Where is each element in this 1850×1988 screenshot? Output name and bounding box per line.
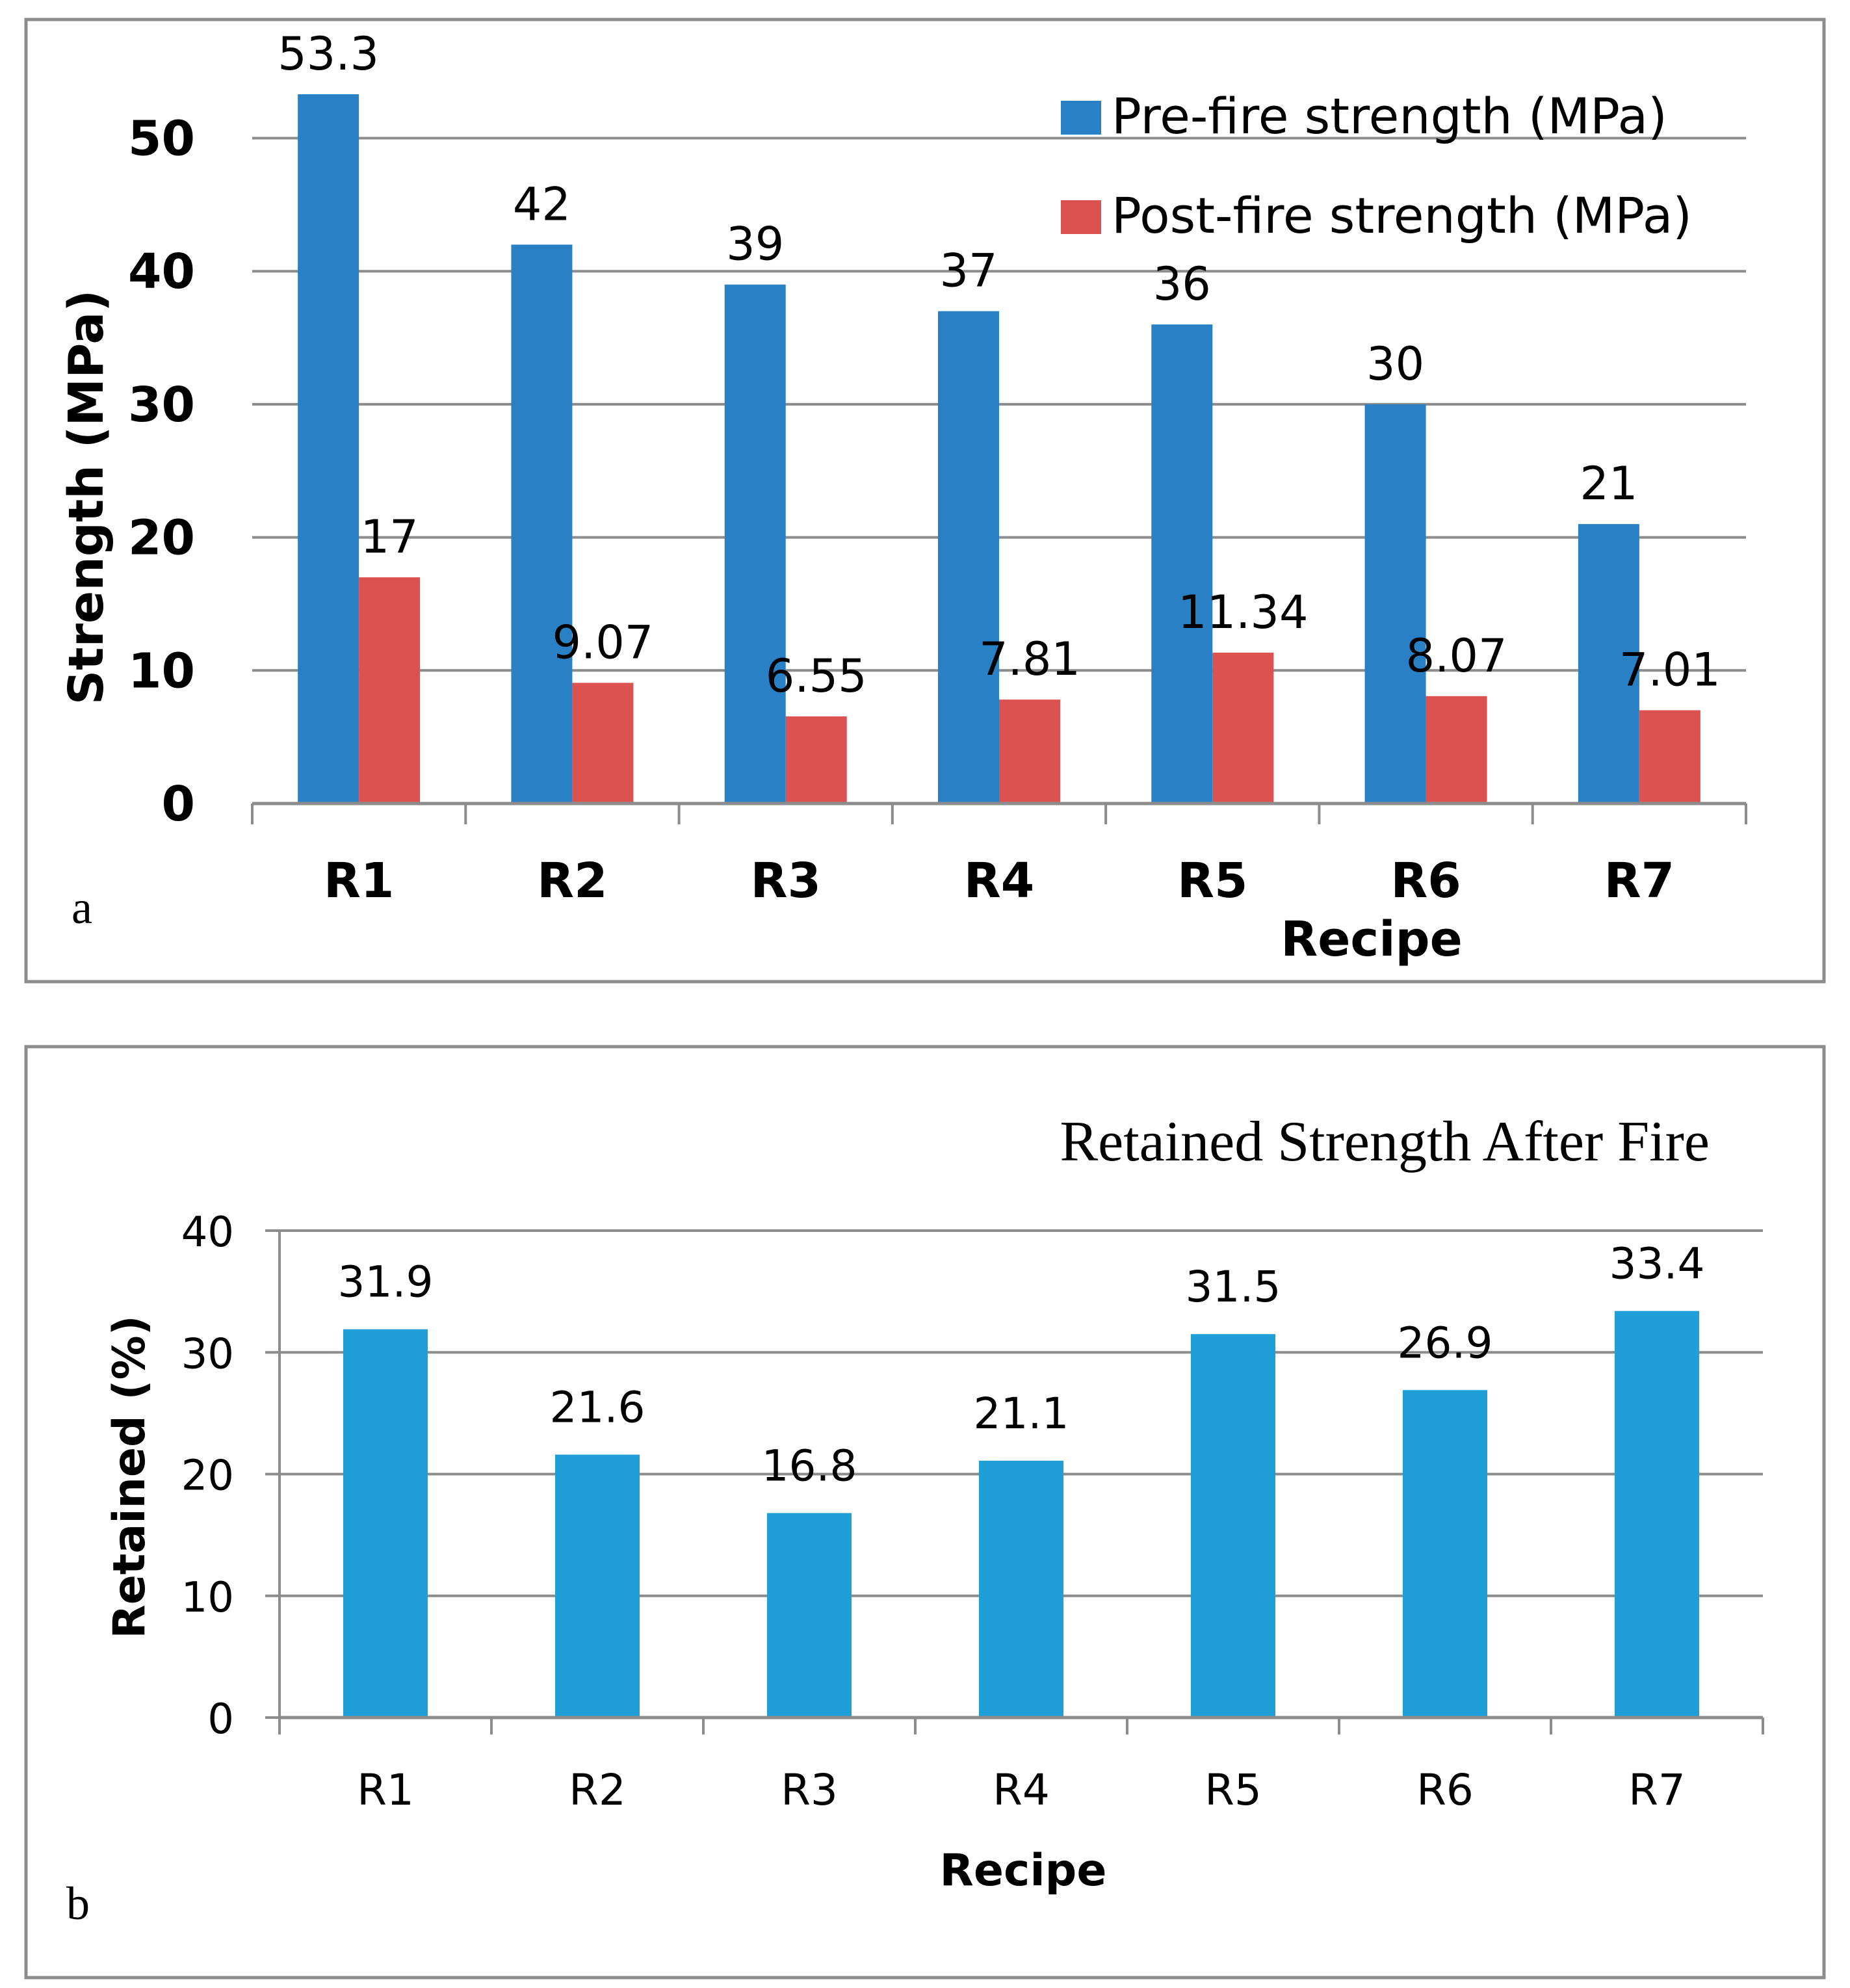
bar-retained	[1615, 1311, 1699, 1718]
x-tick-label: R5	[1205, 1765, 1262, 1815]
y-tick-label: 30	[181, 1330, 234, 1378]
y-tick-label: 40	[181, 1209, 234, 1257]
x-tick-label: R2	[537, 853, 607, 909]
bar-retained	[555, 1454, 640, 1718]
bar-pre-fire	[1364, 404, 1426, 804]
panel-b-axes	[278, 1231, 1764, 1734]
data-label: 17	[361, 510, 419, 564]
data-label: 33.4	[1609, 1239, 1705, 1289]
data-label: 21	[1580, 457, 1637, 510]
bar-post-fire	[1639, 710, 1700, 804]
panel-b-retained-chart: Retained Strength After Fire 0 10 20 30 40 R1…	[24, 1045, 1826, 1980]
panel-b-title: Retained Strength After Fire	[1060, 1110, 1710, 1173]
data-label: 6.55	[766, 649, 867, 703]
data-label: 21.6	[550, 1383, 645, 1433]
bar-post-fire	[1212, 652, 1274, 804]
data-label: 21.1	[974, 1389, 1069, 1439]
panel-a-label: a	[72, 882, 92, 934]
panel-a-strength-chart: 0 10 20 30 40 50 R1 R2 R3 R4 R5 R6 R7 53.3 17 42 9.07 39…	[24, 18, 1826, 984]
bar-post-fire	[572, 683, 634, 804]
legend-swatch-pre-fire	[1061, 101, 1101, 135]
data-label: 53.3	[278, 27, 379, 81]
x-tick-label: R7	[1604, 853, 1674, 909]
data-label: 7.81	[979, 633, 1080, 686]
y-tick-label: 10	[181, 1574, 234, 1622]
y-tick-label: 50	[128, 111, 195, 167]
data-label: 39	[726, 218, 784, 271]
data-label: 16.8	[762, 1441, 857, 1491]
bar-pre-fire	[1151, 324, 1213, 804]
y-tick-label: 20	[181, 1452, 234, 1500]
panel-b-y-axis-title: Retained (%)	[104, 1315, 155, 1638]
x-tick-label: R2	[569, 1765, 626, 1815]
legend-swatch-post-fire	[1061, 200, 1101, 234]
panel-a-y-axis-title: Strength (MPa)	[59, 290, 114, 705]
data-label: 42	[513, 177, 571, 231]
bar-post-fire	[359, 577, 421, 804]
panel-a-bars	[298, 94, 1700, 804]
data-label: 37	[939, 244, 997, 298]
bar-retained	[767, 1513, 852, 1718]
data-label: 8.07	[1406, 629, 1507, 683]
legend-label-post-fire: Post-fire strength (MPa)	[1112, 187, 1692, 244]
x-tick-label: R7	[1628, 1765, 1686, 1815]
panel-b-frame	[24, 1045, 1826, 1980]
data-label: 26.9	[1398, 1318, 1493, 1368]
x-tick-label: R5	[1177, 853, 1247, 909]
y-tick-label: 0	[207, 1695, 234, 1744]
x-tick-label: R1	[357, 1765, 414, 1815]
bar-post-fire	[999, 700, 1060, 804]
panel-b-bars	[343, 1311, 1699, 1718]
bar-pre-fire	[1578, 524, 1639, 804]
panel-b-label: b	[66, 1877, 90, 1929]
data-label: 31.5	[1186, 1262, 1281, 1312]
x-tick-label: R1	[324, 853, 394, 909]
y-tick-label: 20	[128, 510, 195, 566]
bar-retained	[1191, 1334, 1275, 1718]
data-label: 31.9	[338, 1257, 434, 1307]
bar-pre-fire	[938, 311, 999, 804]
x-tick-label: R4	[964, 853, 1034, 909]
data-label: 11.34	[1178, 586, 1308, 639]
x-tick-label: R3	[750, 853, 820, 909]
data-label: 9.07	[552, 616, 653, 669]
panel-b-tick-labels: 0 10 20 30 40 R1 R2 R3 R4 R5 R6 R7	[181, 1209, 1686, 1815]
y-tick-label: 40	[128, 244, 195, 300]
x-tick-label: R4	[993, 1765, 1050, 1815]
bar-pre-fire	[511, 244, 573, 804]
bar-post-fire	[1426, 696, 1487, 804]
panel-b-x-axis-title: Recipe	[940, 1845, 1107, 1896]
bar-post-fire	[785, 716, 847, 804]
panel-a-legend: Pre-fire strength (MPa) Post-fire streng…	[1061, 87, 1692, 244]
panel-a-tick-labels: 0 10 20 30 40 50 R1 R2 R3 R4 R5 R6 R7	[128, 111, 1674, 909]
panel-a-axes	[251, 802, 1747, 824]
y-tick-label: 30	[128, 377, 195, 433]
panel-a-data-labels: 53.3 17 42 9.07 39 6.55 37 7.81 36 11.34 30 8.07 21 7…	[278, 27, 1721, 703]
data-label: 30	[1366, 337, 1424, 391]
y-tick-label: 0	[162, 776, 196, 832]
bar-retained	[979, 1460, 1063, 1718]
panel-b-data-labels: 31.9 21.6 16.8 21.1 31.5 26.9 33.4	[338, 1239, 1705, 1491]
bar-pre-fire	[298, 94, 359, 804]
data-label: 36	[1153, 257, 1211, 311]
x-tick-label: R3	[781, 1765, 838, 1815]
y-tick-label: 10	[128, 643, 195, 699]
x-tick-label: R6	[1416, 1765, 1474, 1815]
bar-retained	[1403, 1390, 1487, 1718]
data-label: 7.01	[1619, 644, 1721, 697]
x-tick-label: R6	[1390, 853, 1461, 909]
bar-retained	[343, 1329, 428, 1718]
bar-pre-fire	[724, 284, 786, 804]
legend-label-pre-fire: Pre-fire strength (MPa)	[1112, 87, 1667, 145]
panel-a-frame	[24, 18, 1826, 984]
panel-a-x-axis-title: Recipe	[1281, 911, 1463, 967]
